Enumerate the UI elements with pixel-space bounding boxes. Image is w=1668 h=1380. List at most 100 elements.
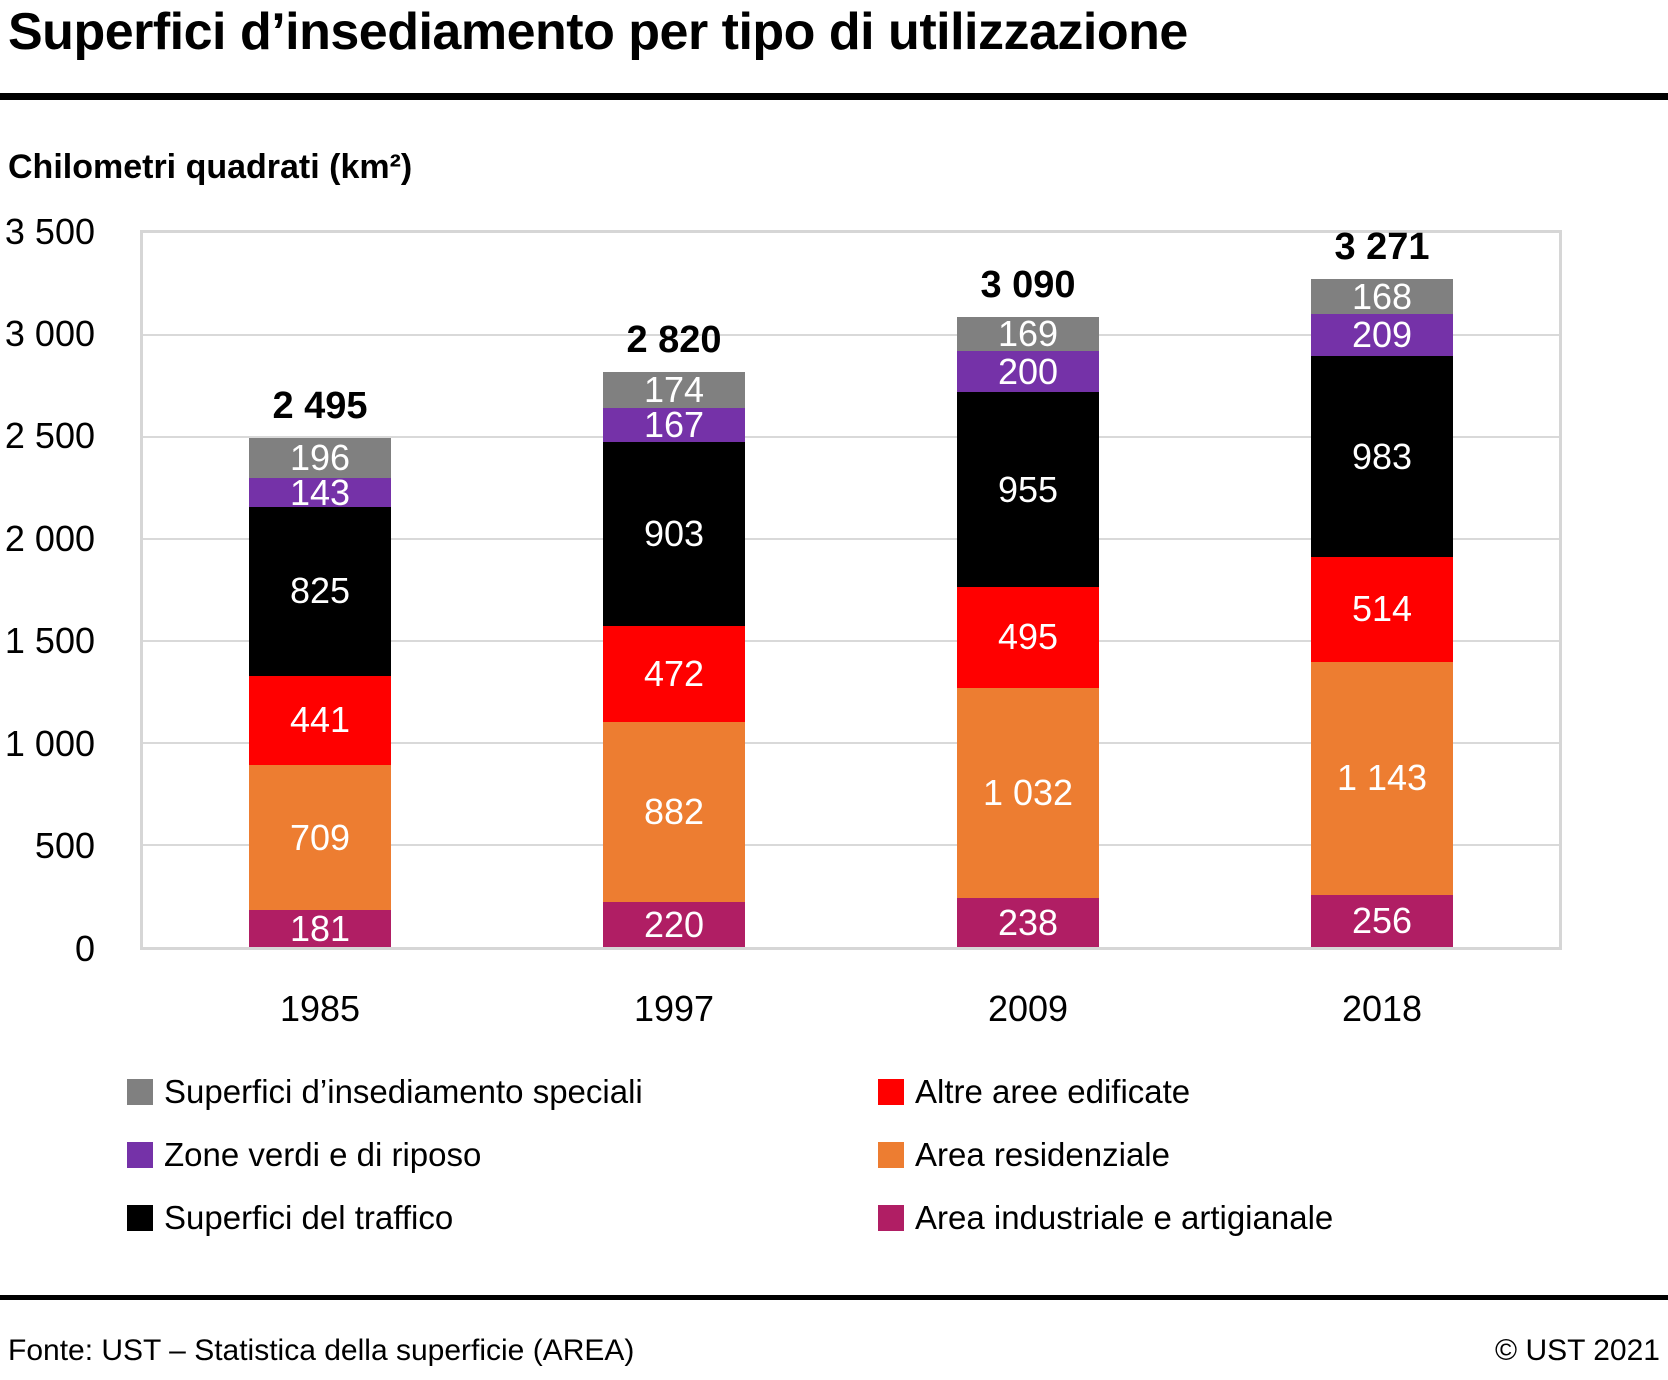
y-tick-label: 0 (74, 927, 95, 969)
bar-group-1985: 181 709 441 825 143 196 2 495 (249, 385, 391, 947)
segment-value-label: 514 (1351, 588, 1413, 630)
y-tick-label: 3 000 (4, 312, 95, 354)
legend-column-2: Altre aree edificate Area residenziale Are… (878, 1071, 1333, 1260)
legend-swatch (127, 1079, 153, 1105)
legend-item: Area industriale e artigianale (878, 1197, 1333, 1239)
bar-segment: 882 (603, 722, 745, 903)
gridline (143, 640, 1559, 642)
y-tick-label: 1 500 (4, 620, 95, 662)
x-tick-label: 2009 (987, 988, 1069, 1029)
bar-segment: 955 (957, 392, 1099, 587)
bar-segment: 903 (603, 441, 745, 626)
legend-swatch (127, 1205, 153, 1231)
segment-value-label: 256 (1351, 899, 1413, 941)
segment-value-label: 169 (997, 313, 1059, 355)
bar-segment: 514 (1311, 556, 1453, 662)
segment-value-label: 1 143 (1336, 757, 1428, 799)
bar-segment: 167 (603, 403, 745, 445)
segment-value-label: 495 (997, 616, 1059, 658)
bar-segment: 200 (957, 350, 1099, 393)
gridline (143, 742, 1559, 744)
legend-item-label: Area industriale e artigianale (915, 1199, 1334, 1236)
source-text: Fonte: UST – Statistica della superficie… (8, 1334, 635, 1367)
bar-segment: 196 (249, 437, 391, 479)
segment-value-label: 143 (289, 471, 351, 513)
segment-value-label: 209 (1351, 313, 1413, 355)
bar-segment: 495 (957, 586, 1099, 688)
segment-value-label: 168 (1351, 275, 1413, 317)
segment-value-label: 472 (643, 653, 705, 695)
segment-value-label: 220 (643, 903, 705, 945)
segment-value-label: 903 (643, 512, 705, 554)
segment-value-label: 709 (289, 816, 351, 858)
segment-value-label: 825 (289, 570, 351, 612)
y-tick-label: 2 500 (4, 415, 95, 457)
bar-total-label: 2 820 (626, 319, 722, 362)
plot-area: 181 709 441 825 143 196 2 495 220 882 472 903 167 17… (140, 226, 1562, 950)
segment-value-label: 882 (643, 791, 705, 833)
y-axis-unit-label: Chilometri quadrati (km²) (8, 148, 413, 186)
y-tick-label: 500 (34, 825, 95, 867)
x-tick-label: 2018 (1341, 988, 1423, 1029)
bar-segment: 256 (1311, 894, 1453, 947)
segment-value-label: 200 (997, 350, 1059, 392)
bar-segment: 983 (1311, 356, 1453, 557)
segment-value-label: 238 (997, 901, 1059, 943)
y-tick-label: 1 000 (4, 722, 95, 764)
bar-segment: 209 (1311, 313, 1453, 357)
gridline (143, 538, 1559, 540)
bar-segment: 825 (249, 507, 391, 676)
bar-segment: 1 032 (957, 687, 1099, 899)
bar-segment: 181 (249, 910, 391, 947)
legend-item: Superfici del traffico (127, 1197, 643, 1239)
legend-item: Altre aree edificate (878, 1071, 1333, 1113)
bar-segment: 441 (249, 675, 391, 766)
bar-segment: 220 (603, 902, 745, 947)
segment-value-label: 1 032 (982, 772, 1074, 814)
legend-item: Area residenziale (878, 1134, 1333, 1176)
y-tick-label: 2 000 (4, 517, 95, 559)
footer-rule (0, 1295, 1668, 1300)
segment-value-label: 955 (997, 468, 1059, 510)
x-tick-label: 1997 (633, 988, 715, 1029)
bar-segment: 472 (603, 625, 745, 723)
legend-column-1: Superfici d’insediamento speciali Zone ve… (127, 1071, 643, 1260)
bar-segment: 238 (957, 898, 1099, 947)
legend-swatch (878, 1142, 904, 1168)
legend-swatch (127, 1142, 153, 1168)
gridline (143, 334, 1559, 336)
segment-value-label: 983 (1351, 435, 1413, 477)
page-title: Superfici d’insediamento per tipo di uti… (8, 3, 1188, 61)
gridline (143, 436, 1559, 438)
bar-segment: 143 (249, 474, 391, 510)
bar-total-label: 2 495 (272, 385, 368, 428)
legend-item-label: Altre aree edificate (915, 1073, 1191, 1110)
legend-item-label: Superfici del traffico (164, 1199, 454, 1236)
bar-segment: 1 143 (1311, 661, 1453, 895)
segment-value-label: 181 (289, 907, 351, 949)
legend-item-label: Superfici d’insediamento speciali (164, 1073, 643, 1110)
bar-total-label: 3 271 (1334, 226, 1430, 269)
bar-segment: 168 (1311, 275, 1453, 317)
title-rule (0, 93, 1668, 100)
segment-value-label: 167 (643, 403, 705, 445)
legend-item-label: Area residenziale (915, 1136, 1170, 1173)
bar-segment: 709 (249, 765, 391, 911)
bar-group-1997: 220 882 472 903 167 174 2 820 (603, 319, 745, 947)
y-tick-label: 3 500 (4, 210, 95, 252)
x-tick-label: 1985 (279, 988, 361, 1029)
bar-total-label: 3 090 (980, 263, 1076, 306)
gridline (143, 844, 1559, 846)
segment-value-label: 196 (289, 437, 351, 479)
copyright-text: © UST 2021 (1495, 1334, 1660, 1367)
bar-group-2018: 256 1 143 514 983 209 168 3 271 (1311, 226, 1453, 947)
legend-swatch (878, 1205, 904, 1231)
bar-segment: 169 (957, 313, 1099, 355)
legend-item: Superfici d’insediamento speciali (127, 1071, 643, 1113)
legend-item-label: Zone verdi e di riposo (164, 1136, 482, 1173)
legend-swatch (878, 1079, 904, 1105)
legend-item: Zone verdi e di riposo (127, 1134, 643, 1176)
bar-group-2009: 238 1 032 495 955 200 169 3 090 (957, 264, 1099, 947)
bar-segment: 174 (603, 371, 745, 408)
